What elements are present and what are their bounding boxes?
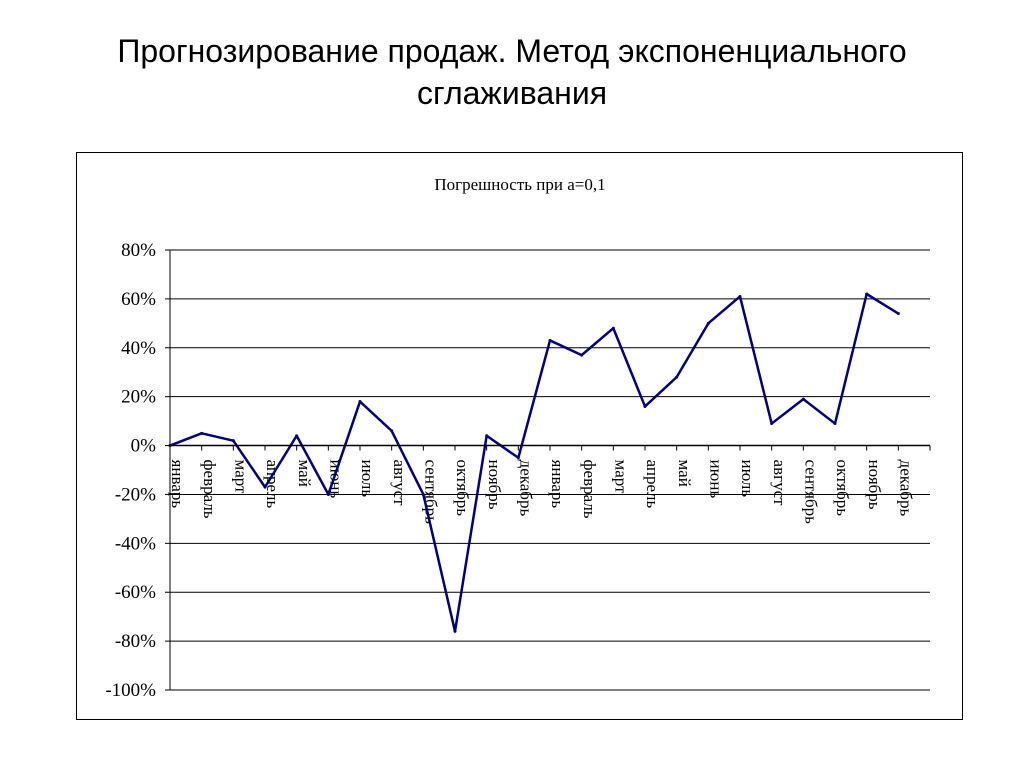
data-point — [865, 292, 869, 296]
x-tick-label: август — [770, 460, 789, 507]
data-point — [326, 492, 330, 496]
data-point — [200, 431, 204, 435]
slide-title-line2: сглаживания — [416, 75, 608, 111]
x-tick-label: июль — [738, 460, 757, 498]
x-tick-label: октябрь — [453, 460, 472, 517]
data-point — [643, 404, 647, 408]
x-tick-label: август — [390, 460, 409, 507]
y-tick-label: -80% — [115, 631, 156, 652]
x-tick-label: декабрь — [516, 460, 535, 517]
x-tick-label: июнь — [706, 460, 725, 499]
data-point — [548, 338, 552, 342]
y-tick-label: 80% — [121, 240, 156, 261]
data-point — [611, 326, 615, 330]
data-point — [421, 492, 425, 496]
x-tick-label: январь — [168, 460, 187, 509]
x-tick-label: июль — [358, 460, 377, 498]
data-point — [231, 439, 235, 443]
x-tick-label: март — [231, 460, 250, 494]
x-tick-label: январь — [548, 460, 567, 509]
x-tick-label: апрель — [263, 460, 282, 509]
x-tick-label: октябрь — [833, 460, 852, 517]
data-point — [801, 397, 805, 401]
x-tick-label: сентябрь — [801, 460, 820, 525]
data-point — [390, 429, 394, 433]
data-point — [295, 434, 299, 438]
y-tick-label: -60% — [115, 582, 156, 603]
chart-title: Погрешность при а=0,1 — [434, 175, 605, 194]
y-tick-label: -40% — [115, 533, 156, 554]
slide-title: Прогнозирование продаж. Метод экспоненци… — [0, 30, 1024, 114]
slide-title-line1: Прогнозирование продаж. Метод экспоненци… — [117, 33, 907, 69]
x-tick-label: ноябрь — [865, 460, 884, 510]
data-point — [485, 434, 489, 438]
x-tick-label: апрель — [643, 460, 662, 509]
x-tick-label: май — [675, 460, 694, 487]
y-tick-label: 20% — [121, 387, 156, 408]
y-tick-label: -100% — [105, 680, 156, 701]
y-tick-label: -20% — [115, 484, 156, 505]
data-point — [833, 422, 837, 426]
data-point — [706, 321, 710, 325]
chart-frame — [76, 152, 963, 720]
data-point — [738, 294, 742, 298]
data-point — [770, 422, 774, 426]
y-tick-label: 40% — [121, 338, 156, 359]
x-tick-label: февраль — [200, 460, 219, 519]
x-tick-label: март — [611, 460, 630, 494]
x-tick-label: февраль — [580, 460, 599, 519]
x-tick-label: декабрь — [896, 460, 915, 517]
y-tick-label: 60% — [121, 289, 156, 310]
x-tick-label: сентябрь — [421, 460, 440, 525]
y-tick-label: 0% — [131, 436, 157, 457]
data-point — [675, 375, 679, 379]
data-point — [358, 400, 362, 404]
series-line — [169, 292, 899, 633]
x-tick-label: май — [295, 460, 314, 487]
data-point — [516, 456, 520, 460]
data-point — [896, 312, 900, 316]
data-point — [453, 629, 457, 633]
data-point — [580, 353, 584, 357]
x-tick-label: ноябрь — [485, 460, 504, 510]
data-point — [263, 485, 267, 489]
